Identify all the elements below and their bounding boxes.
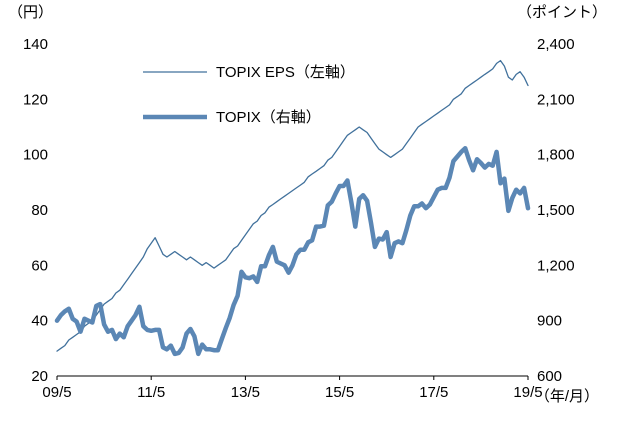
left-axis-tick-label: 120 [23, 91, 48, 108]
x-axis-tick-label: 13/5 [231, 384, 260, 401]
left-axis-tick-label: 80 [31, 202, 48, 219]
series-line-topix-eps [56, 59, 529, 352]
left-axis-tick-label: 100 [23, 147, 48, 164]
x-axis-tick-label: 09/5 [42, 384, 71, 401]
x-axis-unit-label: （年/月） [535, 388, 599, 405]
left-axis-tick-label: 20 [31, 368, 48, 385]
left-axis-unit-label: （円） [8, 4, 53, 21]
right-axis-tick-label: 2,400 [537, 36, 575, 53]
legend-label-topix-eps: TOPIX EPS（左軸） [216, 64, 355, 81]
right-axis-tick-label: 1,800 [537, 147, 575, 164]
series-line-topix [54, 145, 531, 357]
x-axis-tick-label: 11/5 [137, 384, 165, 401]
x-axis-tick-label: 17/5 [419, 384, 448, 401]
left-axis-tick-label: 60 [31, 257, 48, 274]
right-axis-tick-label: 1,500 [537, 202, 575, 219]
legend-label-topix: TOPIX（右軸） [216, 109, 321, 126]
right-axis-tick-label: 1,200 [537, 257, 575, 274]
right-axis-unit-label: （ポイント） [517, 4, 607, 21]
right-axis-tick-label: 2,100 [537, 91, 575, 108]
right-axis-tick-label: 900 [537, 313, 562, 330]
x-axis-tick-label: 19/5 [513, 384, 542, 401]
x-axis-tick-label: 15/5 [325, 384, 354, 401]
left-axis-tick-label: 40 [31, 313, 48, 330]
left-axis-tick-label: 140 [23, 36, 48, 53]
right-axis-tick-label: 600 [537, 368, 562, 385]
